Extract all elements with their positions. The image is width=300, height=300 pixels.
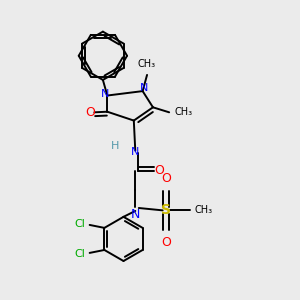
Text: N: N	[140, 83, 148, 93]
Text: N: N	[130, 208, 140, 221]
Text: S: S	[161, 203, 171, 218]
Text: Cl: Cl	[74, 219, 85, 229]
Text: CH₃: CH₃	[138, 59, 156, 69]
Text: N: N	[131, 147, 140, 157]
Text: O: O	[85, 106, 95, 119]
Text: O: O	[161, 236, 171, 249]
Text: CH₃: CH₃	[195, 206, 213, 215]
Text: N: N	[101, 89, 109, 99]
Text: Cl: Cl	[74, 249, 85, 259]
Text: O: O	[154, 164, 164, 177]
Text: H: H	[110, 141, 119, 151]
Text: CH₃: CH₃	[174, 107, 192, 117]
Text: O: O	[161, 172, 171, 185]
